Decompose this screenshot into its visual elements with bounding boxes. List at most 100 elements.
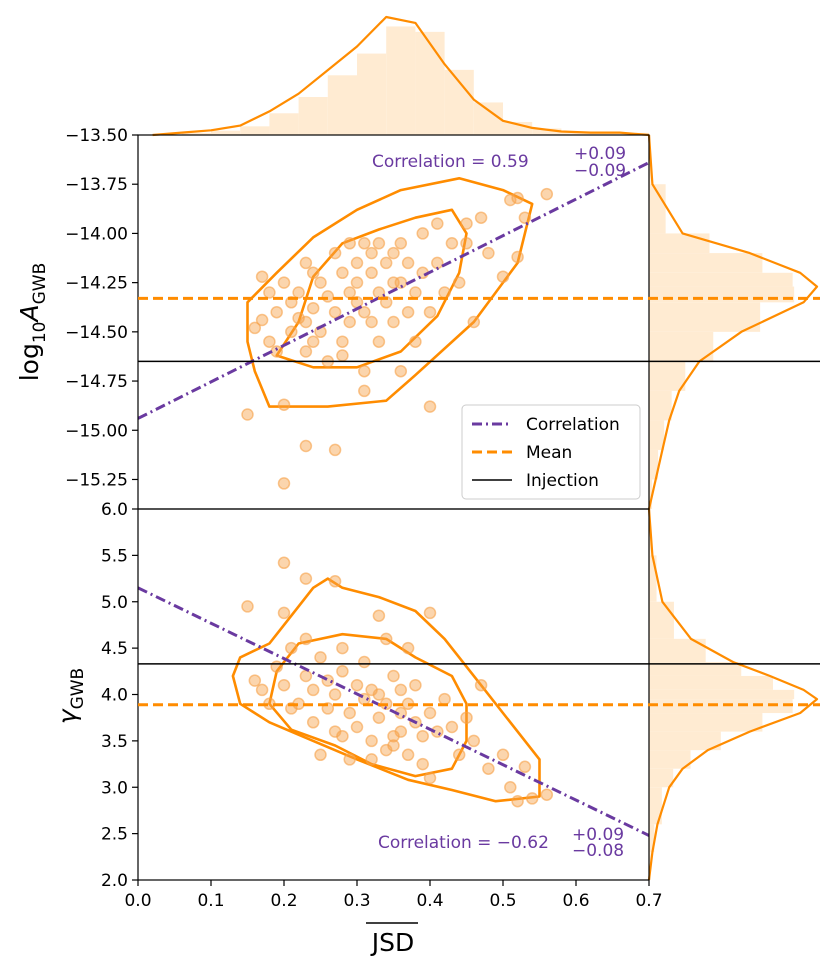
amplitude-right-hist-bar — [649, 390, 672, 421]
gamma-scatter-point — [336, 641, 349, 655]
top-hist-bar — [357, 53, 387, 135]
gamma-scatter-point — [445, 720, 459, 734]
gamma-scatter-point — [394, 683, 408, 697]
amplitude-y-tick-label: −13.75 — [65, 175, 128, 195]
gamma-scatter-point — [328, 688, 342, 701]
gamma-scatter-point — [409, 678, 422, 692]
amplitude-scatter-point — [277, 276, 291, 289]
gamma-scatter-point — [365, 734, 378, 748]
amplitude-right-hist-bar — [649, 361, 686, 391]
amplitude-right-kde — [647, 134, 819, 510]
gamma-right-hist-bar — [649, 768, 674, 788]
amplitude-correlation-line — [138, 161, 649, 420]
gamma-scatter-point — [423, 771, 437, 785]
amplitude-scatter-point — [277, 477, 291, 490]
gamma-y-tick-label: 2.0 — [101, 871, 128, 891]
x-tick-label: 0.6 — [562, 891, 589, 911]
amplitude-scatter-point — [416, 227, 429, 240]
gamma-scatter-point — [518, 760, 532, 774]
gamma-scatter-point — [365, 753, 378, 766]
amplitude-scatter-point — [328, 305, 342, 319]
gamma-scatter-point — [474, 678, 488, 692]
amplitude-scatter-point — [336, 349, 349, 362]
amplitude-right-hist-bar — [649, 233, 710, 254]
amplitude-scatter-point — [350, 256, 364, 270]
gamma-scatter-point — [299, 632, 313, 646]
amplitude-scatter-point — [431, 256, 444, 270]
amplitude-scatter-point — [321, 290, 335, 303]
amplitude-scatter-point — [438, 286, 451, 299]
gamma-scatter-point — [306, 716, 320, 729]
amplitude-scatter-point — [372, 286, 386, 299]
amplitude-scatter-point — [277, 398, 291, 411]
top-hist-bar — [269, 113, 299, 135]
gamma-correlation-line — [138, 586, 649, 837]
gamma-scatter-point — [460, 711, 473, 724]
top-hist-bar — [211, 130, 241, 135]
amplitude-correlation-sub: −0.09 — [574, 161, 626, 181]
x-tick-label: 0.5 — [489, 891, 516, 911]
amplitude-scatter-point — [255, 313, 269, 327]
amplitude-scatter-point — [431, 217, 444, 230]
gamma-right-hist-bar — [649, 787, 662, 825]
gamma-y-tick-label: 4.5 — [101, 639, 128, 659]
gamma-right-kde — [647, 508, 819, 881]
amplitude-scatter-point — [372, 335, 386, 348]
amplitude-scatter-point — [460, 217, 473, 230]
amplitude-y-tick-label: −15.00 — [65, 421, 128, 441]
x-tick-label: 0.3 — [343, 891, 370, 911]
amplitude-y-tick-label: −14.50 — [65, 323, 128, 343]
gamma-scatter-point — [416, 729, 429, 743]
amplitude-scatter-point — [467, 315, 481, 329]
top-hist-bar — [386, 26, 416, 135]
amplitude-scatter-point — [387, 315, 400, 329]
gamma-scatter-point — [336, 729, 349, 743]
gamma-y-tick-label: 3.5 — [101, 732, 128, 752]
amplitude-scatter-point — [401, 256, 415, 270]
top-kde — [152, 15, 650, 137]
gamma-scatter-point — [438, 692, 451, 706]
amplitude-scatter-point — [328, 246, 342, 260]
gamma-right-hist-bar — [649, 601, 674, 639]
amplitude-scatter-point — [511, 191, 524, 205]
gamma-scatter-point — [379, 632, 393, 646]
amplitude-scatter-point — [387, 246, 400, 260]
gamma-y-tick-label: 5.5 — [101, 546, 128, 566]
amplitude-scatter-point — [270, 305, 283, 319]
gamma-right-hist-bar — [649, 750, 691, 769]
axis-ticks: −13.50 −13.75 −14.00 −14.25 −14.50 −14.75 −15.… — [65, 126, 662, 911]
gamma-scatter-point — [496, 748, 510, 762]
amplitude-scatter-point — [285, 325, 298, 339]
amplitude-scatter-point — [343, 315, 356, 329]
amplitude-scatter-point — [306, 301, 320, 315]
amplitude-scatter-point — [306, 335, 320, 348]
gamma-right-hist-bar — [649, 638, 706, 663]
amplitude-scatter-point — [241, 408, 254, 421]
amplitude-right-hist-bar — [649, 272, 793, 287]
amplitude-scatter-point — [263, 286, 276, 299]
gamma-scatter-point — [277, 606, 291, 620]
x-tick-label: 0.4 — [416, 891, 443, 911]
legend-mean-label: Mean — [526, 443, 572, 463]
amplitude-right-hist-bar — [649, 253, 763, 273]
top-hist-bar — [298, 97, 328, 135]
gamma-scatter-point — [401, 748, 415, 762]
x-tick-label: 0.1 — [197, 891, 224, 911]
amplitude-scatter-point — [336, 266, 349, 280]
gamma-y-tick-label: 5.0 — [101, 593, 128, 613]
x-tick-label: 0.7 — [635, 891, 662, 911]
amplitude-scatter-point — [314, 276, 327, 289]
amplitude-scatter-point — [409, 335, 422, 348]
legend: Correlation Mean Injection — [461, 404, 641, 500]
amplitude-scatter-point — [379, 256, 393, 270]
gamma-y-tick-label: 3.0 — [101, 778, 128, 798]
top-hist-bar — [532, 128, 562, 135]
gamma-scatter-point — [416, 757, 429, 771]
amplitude-right-hist-bar — [649, 479, 653, 509]
amplitude-scatter-point — [336, 335, 349, 348]
amplitude-scatter-point — [328, 443, 342, 457]
amplitude-scatter-point — [482, 246, 495, 260]
gamma-scatter-point — [314, 651, 327, 664]
gamma-correlation-sup: +0.09 — [572, 825, 624, 845]
amplitude-scatter-point — [292, 311, 305, 325]
